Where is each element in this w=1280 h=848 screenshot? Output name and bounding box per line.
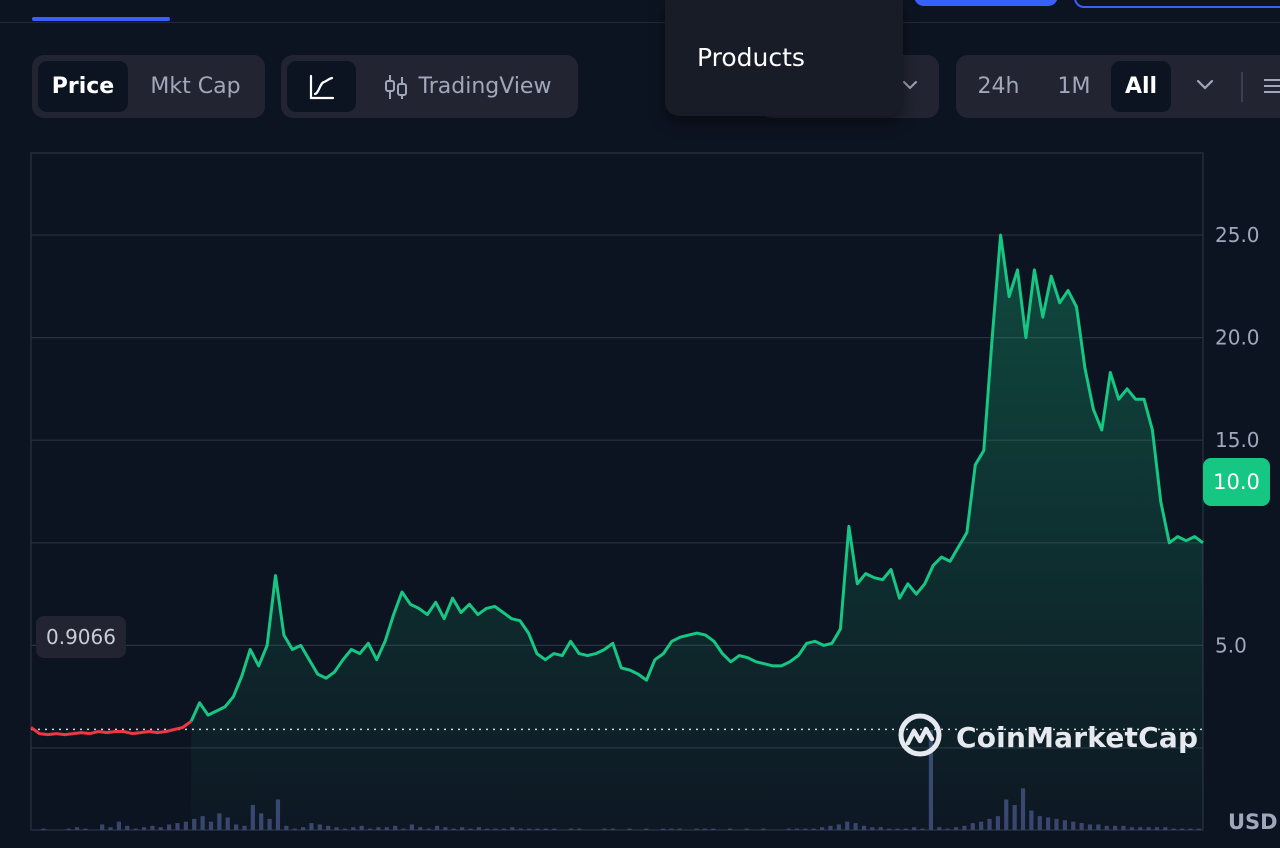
range-toggle: 24h 1M All	[956, 55, 1280, 118]
chevron-down-icon	[900, 75, 920, 99]
active-tab-indicator	[32, 17, 170, 21]
tradingview-button[interactable]: TradingView	[367, 61, 567, 112]
volume-bar	[83, 828, 88, 830]
volume-bar	[150, 825, 155, 830]
currency-label: USD	[1228, 810, 1278, 834]
volume-bar	[183, 821, 188, 830]
volume-bar	[133, 828, 138, 830]
y-tick-label: 20.0	[1215, 326, 1260, 350]
volume-bar	[116, 821, 121, 830]
range-more-button[interactable]	[1180, 61, 1230, 112]
price-line-up	[189, 233, 1204, 722]
menu-item-products[interactable]: Products	[697, 43, 805, 72]
volume-bar	[167, 824, 172, 830]
price-area	[191, 235, 1203, 831]
line-chart-icon	[308, 73, 336, 101]
metric-toggle: Price Mkt Cap	[32, 55, 265, 118]
volume-bar	[100, 824, 105, 830]
products-dropdown: Products	[665, 0, 903, 116]
current-price-label: 10.0	[1203, 458, 1270, 506]
range-24h[interactable]: 24h	[977, 74, 1020, 99]
tradingview-label: TradingView	[418, 74, 552, 99]
volume-bar	[158, 827, 163, 830]
settings-sliders-icon[interactable]	[1262, 75, 1280, 101]
chart-mode-toggle: TradingView	[281, 55, 578, 118]
volume-bar	[175, 823, 180, 830]
price-line-down	[30, 720, 193, 737]
tab-price[interactable]: Price	[38, 61, 128, 112]
tab-mkt-cap[interactable]: Mkt Cap	[150, 74, 241, 99]
top-divider	[0, 22, 1280, 23]
chevron-down-icon	[1194, 73, 1216, 101]
candlestick-icon	[383, 73, 409, 101]
primary-button-edge[interactable]	[914, 0, 1058, 6]
range-1m[interactable]: 1M	[1057, 74, 1091, 99]
volume-bar	[74, 827, 80, 830]
y-tick-label: 25.0	[1215, 223, 1260, 247]
volume-bar	[66, 828, 71, 830]
y-tick-label: 5.0	[1215, 633, 1247, 657]
brand-name: CoinMarketCap	[956, 720, 1199, 754]
y-tick-label: 15.0	[1215, 428, 1260, 452]
open-price-label: 0.9066	[36, 616, 126, 658]
brand-watermark: CoinMarketCap	[896, 711, 1198, 763]
secondary-button-edge[interactable]	[1074, 0, 1280, 8]
volume-bar	[41, 828, 46, 830]
toolbar-divider	[1241, 72, 1243, 102]
volume-bar	[108, 827, 113, 830]
volume-bar	[125, 825, 130, 830]
coinmarketcap-logo-icon	[896, 711, 944, 763]
line-chart-button[interactable]	[287, 61, 356, 112]
volume-bar	[141, 827, 147, 830]
range-all[interactable]: All	[1111, 61, 1171, 112]
